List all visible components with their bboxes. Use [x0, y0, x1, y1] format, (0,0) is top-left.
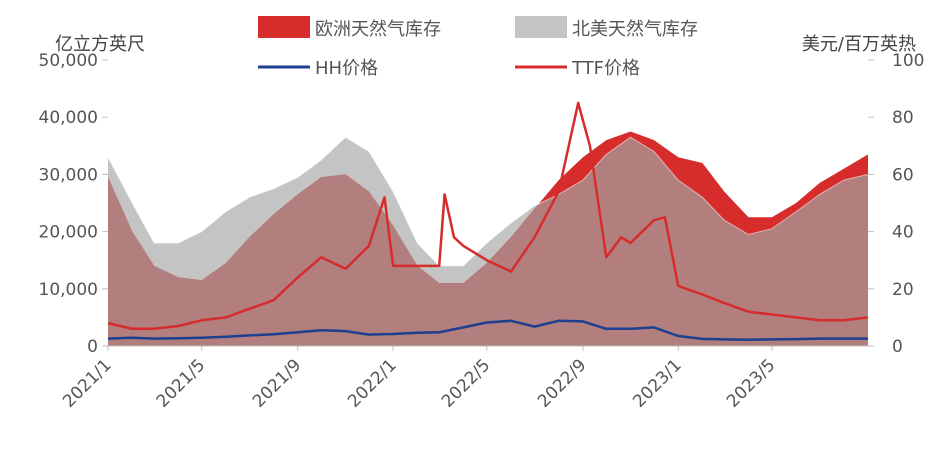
legend-label-europe-storage: 欧洲天然气库存: [315, 19, 441, 40]
right-axis-tick-label: 20: [892, 280, 914, 300]
hh-price-line: [107, 319, 868, 341]
x-axis-tick-label: 2022/9: [534, 355, 590, 411]
ttf-price-line: [107, 101, 869, 331]
left-axis-tick-label: 20,000: [39, 223, 98, 243]
x-axis-tick-label: 2021/5: [153, 355, 209, 411]
right-axis-tick-label: 40: [892, 223, 914, 243]
x-axis-tick-label: 2023/5: [723, 355, 779, 411]
right-axis-tick-label: 60: [892, 165, 914, 185]
x-axis-tick-label: 2022/5: [438, 355, 494, 411]
area-series-group: [107, 131, 869, 346]
x-axis-tick-label: 2023/1: [629, 355, 685, 411]
na-storage-edge: [107, 136, 869, 267]
legend-swatch-na-storage: [515, 16, 567, 38]
legend-label-hh: HH价格: [315, 58, 378, 79]
left-axis-tick-label: 0: [87, 337, 98, 357]
legend: 欧洲天然气库存 北美天然气库存 HH价格 TTF价格: [258, 16, 698, 79]
left-axis: 0 10,000 20,000 30,000 40,000 50,000: [39, 51, 108, 357]
legend-swatch-europe-storage: [258, 16, 310, 38]
line-series-group: [107, 101, 869, 341]
left-axis-tick-label: 30,000: [39, 165, 98, 185]
x-axis-tick-label: 2022/1: [344, 355, 400, 411]
left-axis-label: 亿立方英尺: [55, 34, 145, 55]
left-axis-tick-label: 10,000: [39, 280, 98, 300]
right-axis-tick-label: 80: [892, 108, 914, 128]
right-axis-label: 美元/百万英热: [802, 34, 916, 55]
x-axis: 2021/1 2021/5 2021/9 2022/1 2022/5 2022/9 2023…: [59, 346, 779, 412]
left-axis-tick-label: 40,000: [39, 108, 98, 128]
legend-label-na-storage: 北美天然气库存: [572, 19, 698, 40]
right-axis-tick-label: 0: [892, 337, 903, 357]
legend-label-ttf: TTF价格: [571, 58, 640, 79]
right-axis: 0 20 40 60 80 100: [868, 51, 924, 357]
x-axis-tick-label: 2021/1: [59, 355, 115, 411]
right-axis-tick-label: 100: [892, 51, 924, 71]
x-axis-tick-label: 2021/9: [249, 355, 305, 411]
left-axis-tick-label: 50,000: [39, 51, 98, 71]
